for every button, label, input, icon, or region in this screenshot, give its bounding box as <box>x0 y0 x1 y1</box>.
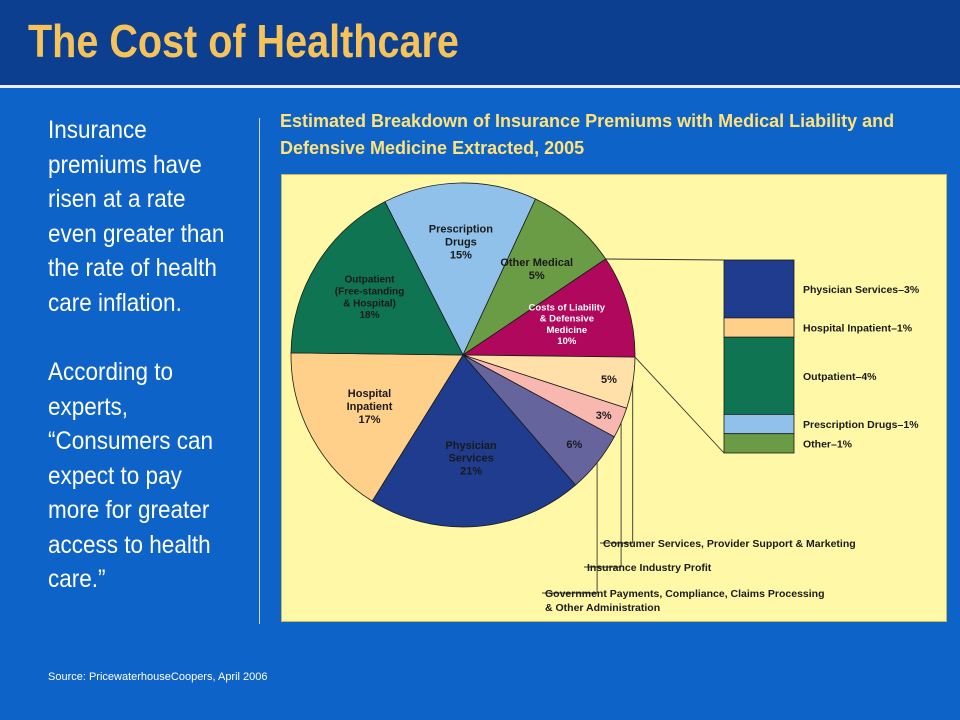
breakout-segment <box>723 413 795 435</box>
column-divider <box>259 118 260 624</box>
pie-slice <box>461 258 636 358</box>
slice-label: 15% <box>450 249 472 261</box>
slice-label: Hospital <box>348 388 391 400</box>
pie-slice <box>290 201 464 356</box>
breakout-connector <box>605 258 725 261</box>
breakout-connector <box>634 356 725 454</box>
body-paragraph-1: Insurance premiums have risen at a rate … <box>48 116 225 317</box>
slice-label: & Hospital) <box>343 298 396 309</box>
slice-label: 5% <box>529 270 545 282</box>
breakout-segment <box>723 317 795 338</box>
slice-label: (Free-standing <box>335 287 404 298</box>
breakout-label: Other–1% <box>803 438 853 450</box>
slice-label: & Defensive <box>540 314 594 325</box>
slice-label: 21% <box>460 466 482 478</box>
breakout-segment <box>723 259 795 319</box>
breakout-label: Outpatient–4% <box>803 371 877 383</box>
pie-slice <box>384 182 537 356</box>
header-rule <box>0 85 960 88</box>
breakout-segment <box>723 433 795 454</box>
slice-label: 3% <box>596 410 612 422</box>
slice-label: Physician <box>445 440 497 452</box>
slice-label: Drugs <box>445 236 477 248</box>
slice-label: Outpatient <box>345 275 396 286</box>
callout-label: Insurance Industry Profit <box>587 562 712 574</box>
slice-label: Other Medical <box>500 257 573 269</box>
slice-label: 5% <box>601 374 617 386</box>
pie-slice <box>290 352 464 502</box>
slice-label: 6% <box>566 439 582 451</box>
callout-label: & Other Administration <box>545 602 660 614</box>
slice-label: Inpatient <box>347 401 393 413</box>
slide-title: The Cost of Healthcare <box>28 15 459 67</box>
breakout-segment <box>723 336 795 415</box>
breakout-label: Hospital Inpatient–1% <box>803 323 913 335</box>
slice-label: 17% <box>358 414 380 426</box>
breakout-label: Physician Services–3% <box>803 284 920 296</box>
pie-slice <box>462 198 607 357</box>
slice-label: Medicine <box>546 325 587 336</box>
body-paragraph-2: According to experts, “Consumers can exp… <box>48 358 214 593</box>
chart-title: Estimated Breakdown of Insurance Premium… <box>280 111 895 158</box>
slice-label: Services <box>448 453 493 465</box>
callout-label: Consumer Services, Provider Support & Ma… <box>603 538 856 550</box>
source-note: Source: PricewaterhouseCoopers, April 20… <box>48 671 268 683</box>
callout-label: Government Payments, Compliance, Claims … <box>545 588 825 600</box>
pie-slice <box>371 354 577 528</box>
header-bar <box>0 0 960 85</box>
slice-label: 18% <box>359 310 379 321</box>
slice-label: Prescription <box>429 223 493 235</box>
slice-label: 10% <box>557 336 577 347</box>
breakout-label: Prescription Drugs–1% <box>803 419 919 431</box>
slice-label: Costs of Liability <box>529 303 606 314</box>
